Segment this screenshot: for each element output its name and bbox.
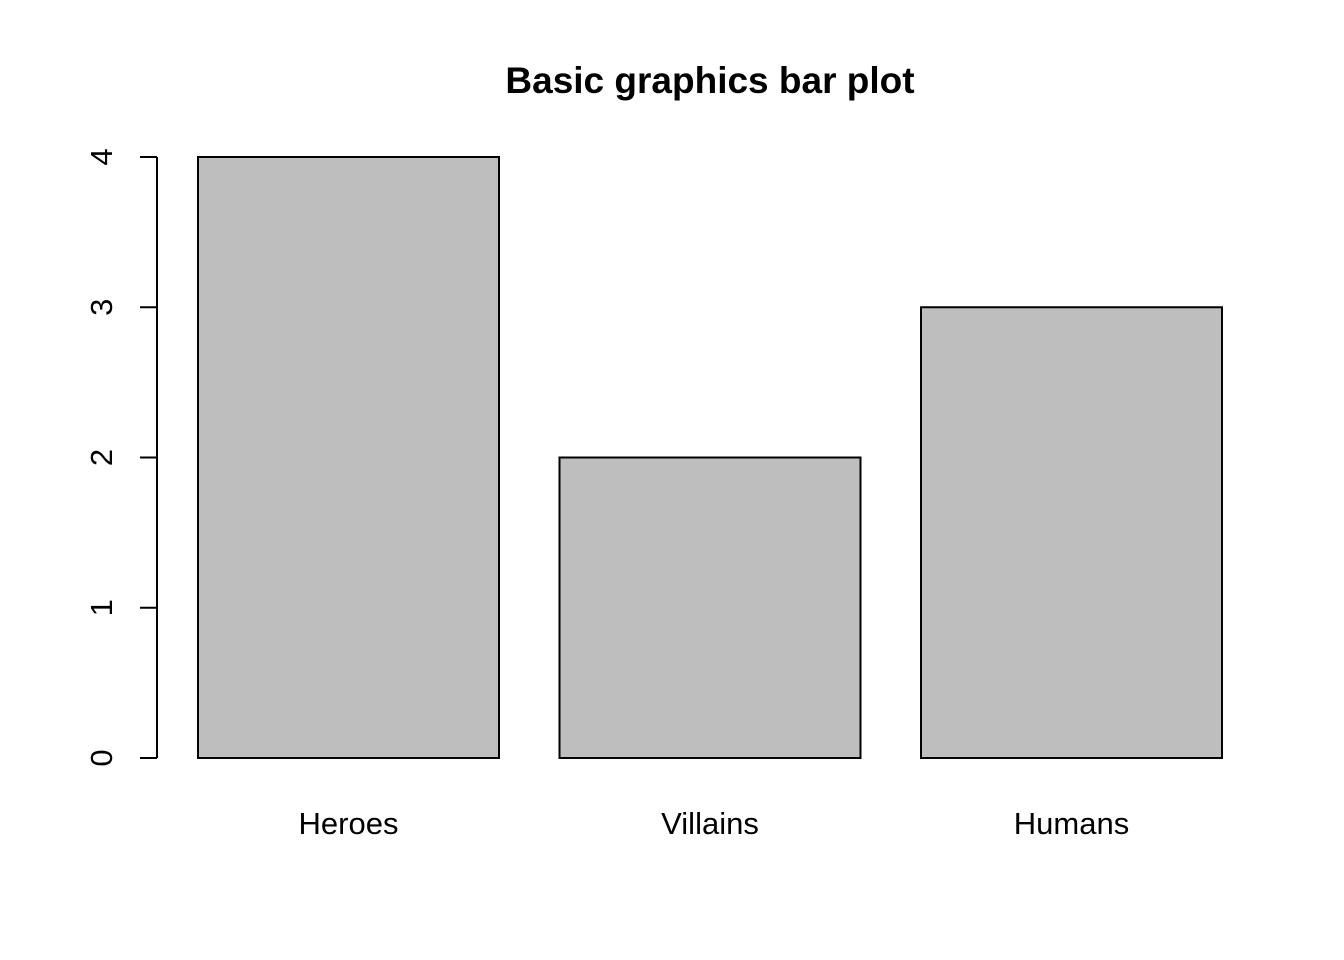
y-tick-label: 2 (84, 449, 119, 466)
bar-heroes (197, 156, 500, 759)
y-tick-label: 3 (84, 299, 119, 316)
x-category-label: Heroes (299, 806, 399, 841)
bars (197, 156, 1223, 759)
y-tick-label: 1 (84, 599, 119, 616)
bar-humans (920, 306, 1223, 759)
x-axis-labels: Heroes Villains Humans (299, 806, 1130, 841)
chart-title: Basic graphics bar plot (505, 60, 914, 101)
bar-villains (558, 456, 862, 759)
y-tick-label: 4 (84, 148, 119, 165)
y-tick-label: 0 (84, 749, 119, 766)
y-axis: 0 1 2 3 4 (84, 148, 158, 767)
x-category-label: Villains (661, 806, 759, 841)
x-category-label: Humans (1014, 806, 1129, 841)
